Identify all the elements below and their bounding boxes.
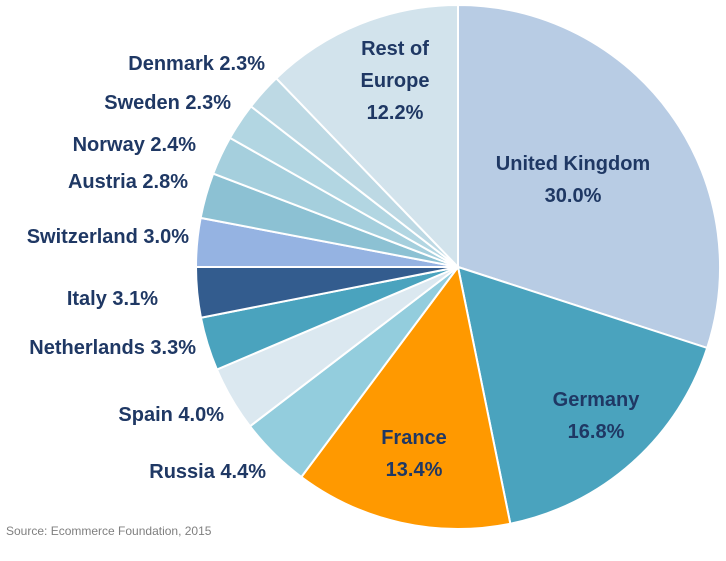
label-russia: Russia 4.4% <box>149 461 266 483</box>
slice-united-kingdom <box>457 3 721 350</box>
label-switzerland: Switzerland 3.0% <box>27 226 189 248</box>
label-france: France 13.4% <box>381 427 447 481</box>
label-rest-of-europe: Rest of Europe 12.2% <box>361 38 430 124</box>
pie-slices <box>194 3 721 530</box>
slice-rest-of-europe <box>274 3 459 270</box>
source-note: Source: Ecommerce Foundation, 2015 <box>6 524 212 538</box>
pie-labels: United Kingdom 30.0% Germany 16.8% France 13.… <box>27 38 651 483</box>
label-italy: Italy 3.1% <box>67 288 158 310</box>
slice-france <box>299 264 512 530</box>
slice-germany <box>456 265 709 525</box>
label-spain: Spain 4.0% <box>118 404 224 426</box>
label-norway: Norway 2.4% <box>73 134 197 156</box>
label-germany: Germany 16.8% <box>553 389 641 443</box>
label-denmark: Denmark 2.3% <box>128 53 265 75</box>
label-united-kingdom: United Kingdom 30.0% <box>496 153 650 207</box>
label-netherlands: Netherlands 3.3% <box>29 337 196 359</box>
label-sweden: Sweden 2.3% <box>104 92 231 114</box>
label-austria: Austria 2.8% <box>68 171 188 193</box>
